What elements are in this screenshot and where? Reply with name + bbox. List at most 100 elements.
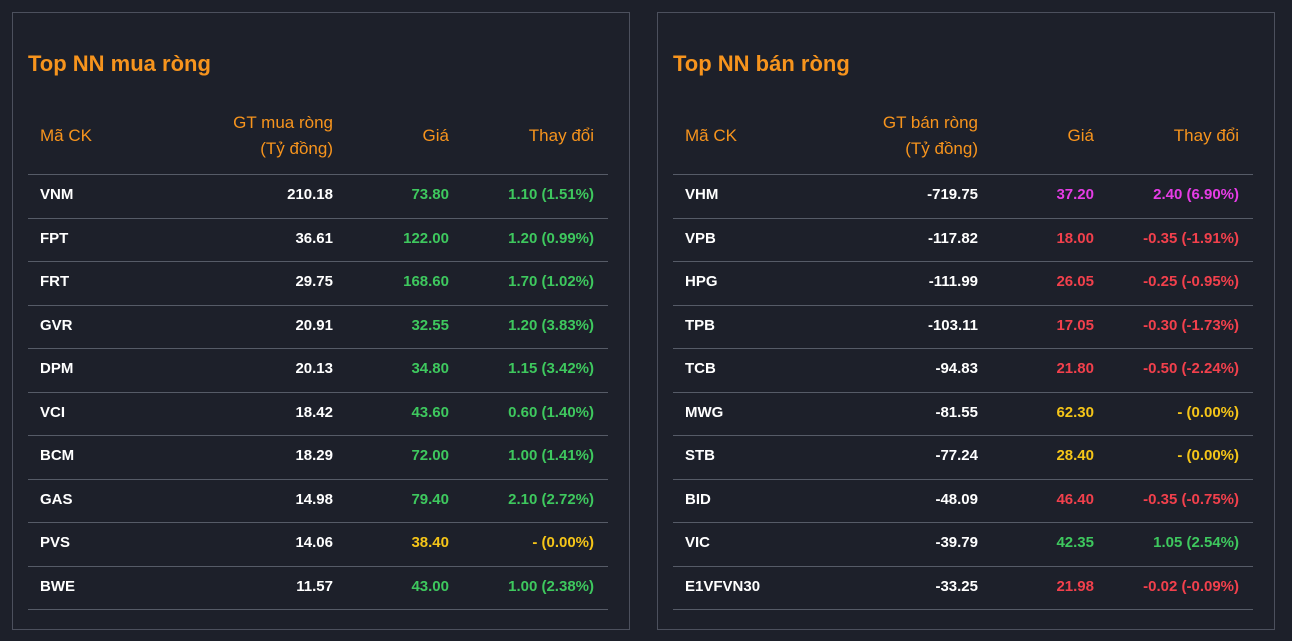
- ticker: BID: [685, 490, 711, 508]
- cell: 14.06: [295, 534, 333, 551]
- ticker: BCM: [40, 447, 75, 464]
- cell: -94.83: [935, 360, 978, 377]
- cell: 1.10 (1.51%): [508, 186, 594, 203]
- cell: 0.60 (1.40%): [508, 403, 594, 421]
- row-divider: [673, 217, 1253, 219]
- cell: 34.80: [411, 360, 449, 377]
- cell: 62.30: [1056, 403, 1094, 421]
- cell: 18.42: [295, 403, 333, 421]
- ticker: PVS: [40, 534, 71, 551]
- cell: -0.35 (-0.75%): [1143, 490, 1239, 508]
- cell: 1.70 (1.02%): [508, 273, 594, 290]
- header-line: (Tỷ đồng): [260, 139, 333, 158]
- row-divider: [28, 391, 608, 393]
- ticker: STB: [685, 447, 715, 464]
- header-line: (Tỷ đồng): [905, 139, 978, 158]
- row-divider: [673, 609, 1253, 610]
- ticker: FRT: [40, 273, 70, 290]
- row-divider: [28, 609, 608, 610]
- ticker: DPM: [40, 360, 74, 377]
- cell: - (0.00%): [1177, 403, 1239, 421]
- cell: 1.00 (1.41%): [508, 447, 594, 464]
- cell: 32.55: [411, 316, 449, 334]
- ticker: BWE: [40, 577, 75, 595]
- cell: 21.98: [1056, 577, 1094, 595]
- ticker: GAS: [40, 490, 73, 508]
- header-line: GT mua ròng: [233, 113, 333, 132]
- cell: 18.29: [295, 447, 333, 464]
- cell: 73.80: [411, 186, 449, 203]
- cell: 21.80: [1056, 360, 1094, 377]
- cell: -117.82: [927, 229, 978, 247]
- row-divider: [673, 348, 1253, 349]
- cell: 210.18: [287, 186, 333, 203]
- cell: 36.61: [295, 229, 333, 247]
- cell: 72.00: [411, 447, 449, 464]
- row-divider: [673, 261, 1253, 262]
- cell: - (0.00%): [532, 534, 594, 551]
- cell: 29.75: [295, 273, 333, 290]
- ticker: FPT: [40, 229, 69, 247]
- cell: -77.24: [935, 447, 978, 464]
- row-divider: [673, 478, 1253, 480]
- ticker: VPB: [685, 229, 716, 247]
- cell: 18.00: [1056, 229, 1094, 247]
- row-divider: [28, 348, 608, 349]
- cell: 38.40: [411, 534, 449, 551]
- ticker: GVR: [40, 316, 73, 334]
- row-divider: [28, 304, 608, 306]
- cell: -33.25: [935, 577, 978, 595]
- cell: -0.02 (-0.09%): [1143, 577, 1239, 595]
- cell: 43.60: [411, 403, 449, 421]
- cell: 26.05: [1056, 273, 1094, 290]
- panel-title: Top NN bán ròng: [673, 51, 850, 76]
- panel: Top NN bán ròng Mã CK GT bán ròng (Tỷ đồng)…: [657, 12, 1275, 630]
- ticker: VNM: [40, 186, 74, 203]
- row-divider: [673, 304, 1253, 306]
- row-divider: [673, 522, 1253, 523]
- cell: 17.05: [1056, 316, 1094, 334]
- cell: 11.57: [296, 577, 333, 595]
- row-divider: [28, 435, 608, 436]
- cell: -0.25 (-0.95%): [1143, 273, 1239, 290]
- cell: 1.05 (2.54%): [1153, 534, 1239, 551]
- cell: 20.91: [295, 316, 333, 334]
- row-divider: [673, 565, 1253, 567]
- ticker: HPG: [685, 273, 718, 290]
- ticker: MWG: [685, 403, 724, 421]
- cell: -81.55: [935, 403, 978, 421]
- column-header: Thay đổi: [528, 126, 594, 145]
- cell: 1.15 (3.42%): [508, 360, 594, 377]
- row-divider: [28, 174, 608, 175]
- column-header: Giá: [422, 126, 449, 145]
- row-divider: [28, 478, 608, 480]
- panel: Top NN mua ròng Mã CK GT mua ròng (Tỷ đồng)…: [12, 12, 630, 630]
- row-divider: [28, 261, 608, 262]
- cell: 2.40 (6.90%): [1153, 186, 1239, 203]
- row-divider: [673, 174, 1253, 175]
- cell: 2.10 (2.72%): [508, 490, 594, 508]
- cell: 1.20 (0.99%): [508, 229, 594, 247]
- row-divider: [673, 391, 1253, 393]
- column-header: Mã CK: [685, 126, 737, 145]
- column-header: GT bán ròng (Tỷ đồng): [883, 110, 978, 162]
- row-divider: [28, 565, 608, 567]
- cell: 28.40: [1056, 447, 1094, 464]
- header-line: GT bán ròng: [882, 113, 978, 132]
- row-divider: [28, 217, 608, 219]
- ticker: VHM: [685, 186, 719, 203]
- column-header: GT mua ròng (Tỷ đồng): [233, 110, 333, 162]
- cell: 1.20 (3.83%): [508, 316, 594, 334]
- column-header: Mã CK: [40, 126, 92, 145]
- cell: 14.98: [295, 490, 333, 508]
- ticker: VIC: [685, 534, 711, 551]
- ticker: E1VFVN30: [685, 577, 761, 595]
- cell: -111.99: [928, 273, 978, 290]
- ticker: TCB: [685, 360, 716, 377]
- cell: 43.00: [411, 577, 449, 595]
- cell: 122.00: [403, 229, 449, 247]
- cell: -39.79: [935, 534, 978, 551]
- cell: -0.30 (-1.73%): [1143, 316, 1239, 334]
- cell: -0.50 (-2.24%): [1143, 360, 1239, 377]
